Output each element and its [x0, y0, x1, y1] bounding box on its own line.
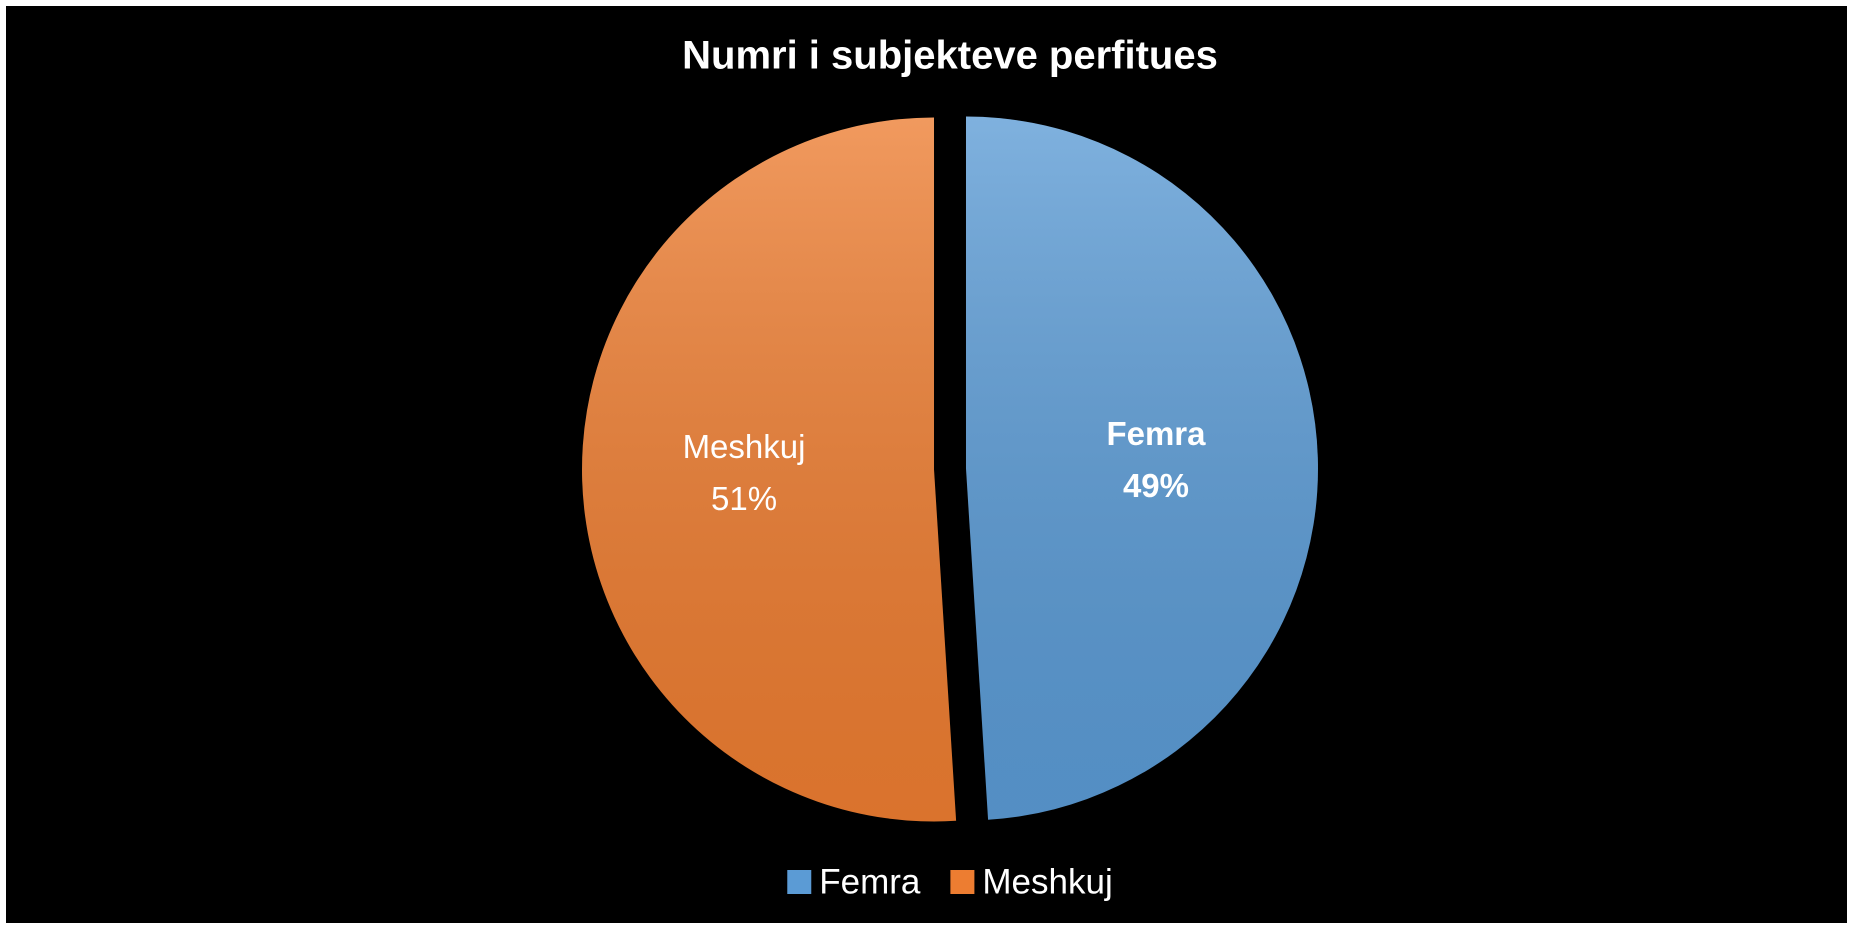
legend-label: Femra — [819, 862, 921, 901]
legend-swatch — [787, 870, 812, 894]
data-label-value: 49% — [1123, 467, 1189, 504]
slice-shade — [965, 116, 1318, 820]
data-label-value: 51% — [711, 480, 777, 517]
data-label-category: Meshkuj — [683, 428, 806, 465]
chart-title: Numri i subjekteve perfitues — [682, 34, 1218, 78]
legend: Femra Meshkuj — [787, 862, 1113, 901]
data-label-category: Femra — [1106, 415, 1206, 452]
plot-area: Femra 49% Meshkuj 51% — [582, 116, 1318, 822]
legend-label: Meshkuj — [982, 862, 1112, 901]
legend-swatch — [950, 870, 975, 894]
slice-shade — [582, 117, 957, 822]
